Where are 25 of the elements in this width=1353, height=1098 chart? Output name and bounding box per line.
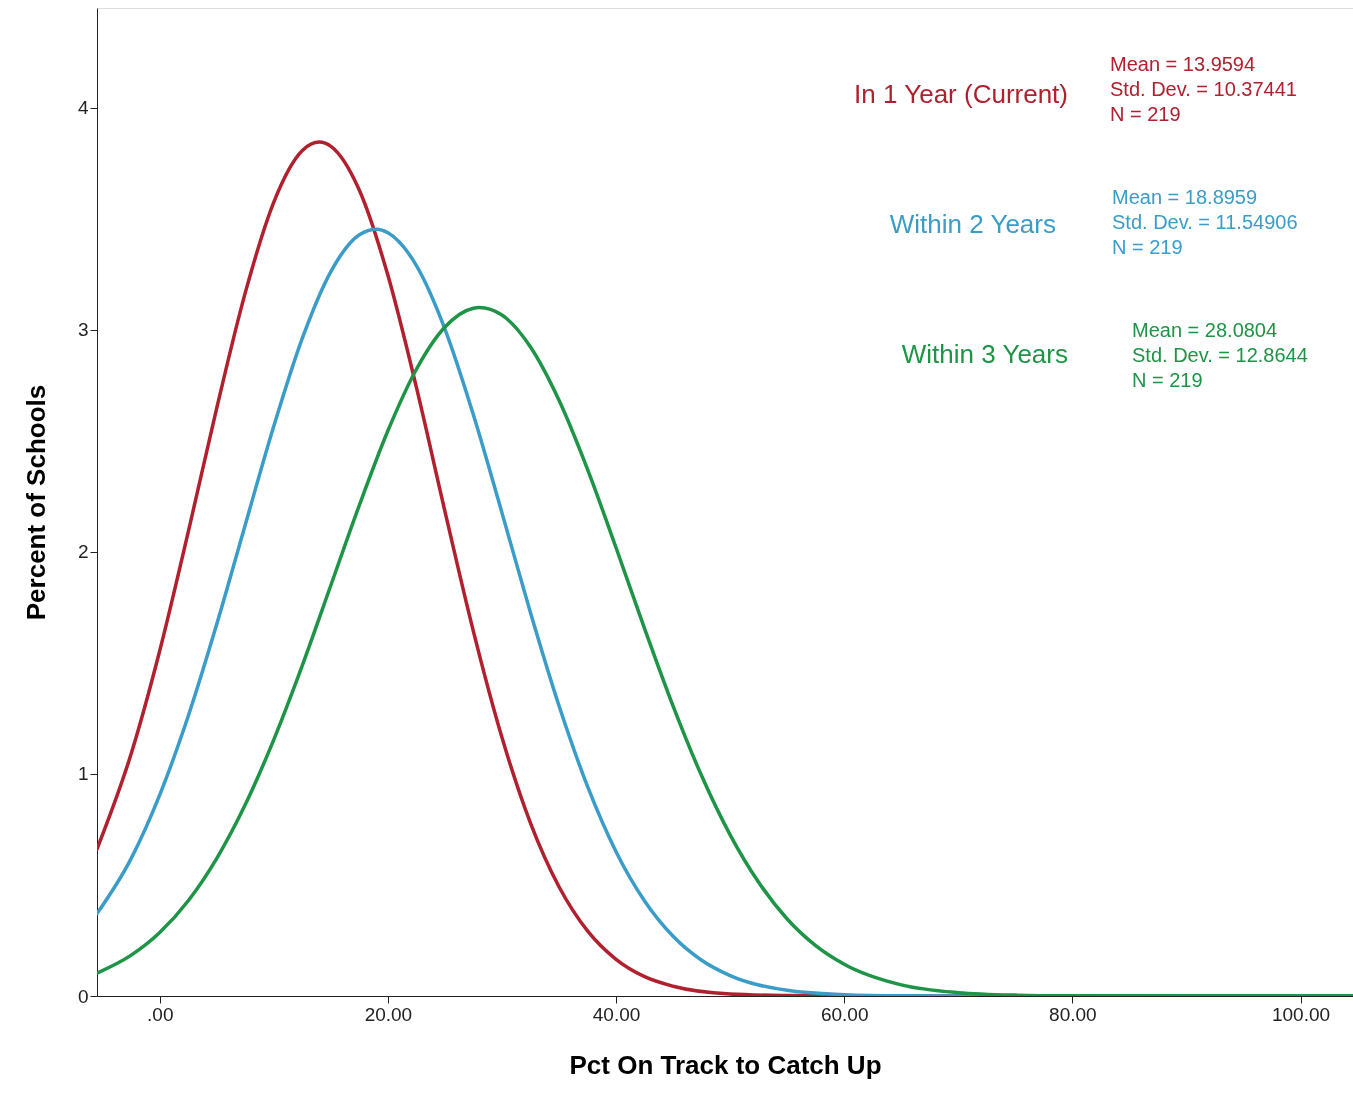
y-axis-title: Percent of Schools	[20, 384, 51, 621]
text: In 1 Year (Current)	[854, 79, 1068, 109]
annotation: Mean = 13.9594	[1110, 53, 1256, 75]
x-tick-label: 100.00	[1271, 1003, 1331, 1025]
y-tick-label: 1	[77, 763, 89, 785]
text: Within 3 Years	[901, 339, 1068, 369]
annotation: Std. Dev. = 11.54906	[1112, 211, 1298, 233]
y-tick-label: 4	[77, 97, 89, 119]
y-tick-label: 3	[77, 319, 89, 341]
y-tick-label: 0	[77, 985, 89, 1007]
annotation: Mean = 18.8959	[1112, 186, 1258, 208]
x-tick-label: 20.00	[364, 1003, 413, 1025]
x-tick-label: 60.00	[820, 1003, 869, 1025]
x-tick-label: .00	[147, 1003, 174, 1025]
x-tick-label: 80.00	[1049, 1003, 1097, 1025]
x-tick-label: 40.00	[592, 1003, 641, 1025]
x-axis-title: Pct On Track to Catch Up	[569, 1049, 882, 1080]
annotation: Mean = 28.0804	[1132, 319, 1278, 341]
annotation: Std. Dev. = 12.8644	[1132, 344, 1308, 366]
annotation: Std. Dev. = 10.37441	[1110, 78, 1297, 100]
annotation: N = 219	[1110, 103, 1181, 125]
y-tick-label: 2	[77, 541, 89, 563]
annotation: N = 219	[1112, 236, 1183, 258]
annotation: N = 219	[1132, 369, 1203, 391]
text: Within 2 Years	[889, 209, 1056, 239]
